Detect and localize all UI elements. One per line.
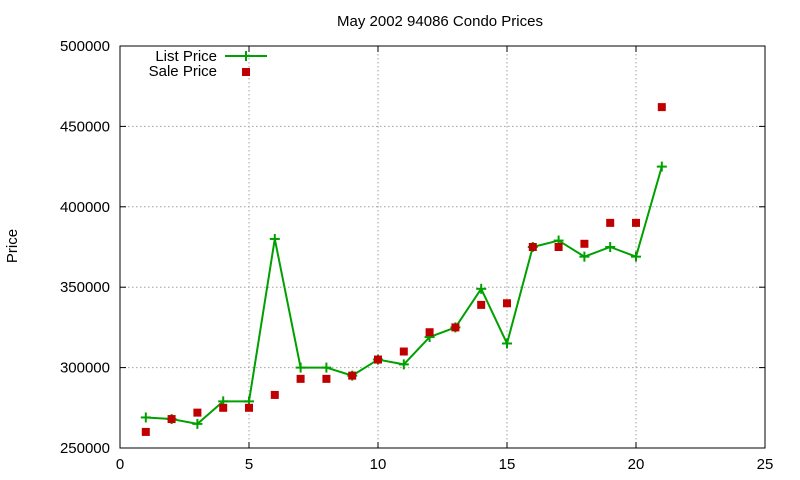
x-tick-label: 10	[370, 456, 387, 473]
data-series	[140, 103, 667, 436]
axes	[119, 45, 766, 449]
x-tick-label: 5	[245, 456, 253, 473]
list-price-point	[321, 362, 332, 373]
chart-title: May 2002 94086 Condo Prices	[337, 13, 543, 30]
sale-price-point	[451, 323, 460, 332]
y-tick-label: 250000	[60, 440, 110, 457]
list-price-point	[631, 251, 641, 262]
x-tick-label: 25	[757, 456, 774, 473]
list-price-point	[140, 412, 151, 423]
sale-price-point	[657, 103, 666, 112]
legend-sample-sale-price-marker	[242, 68, 250, 76]
sale-price-point	[632, 218, 640, 227]
sale-price-point	[167, 415, 176, 424]
sale-price-point	[554, 243, 563, 251]
list-price-point	[656, 161, 667, 172]
sale-price-point	[141, 427, 150, 436]
y-tick-label: 450000	[60, 118, 110, 135]
sale-price-point	[503, 299, 511, 308]
sale-price-point	[580, 239, 589, 248]
list-price-point	[605, 242, 616, 252]
y-tick-label: 500000	[60, 38, 110, 55]
sale-price-point	[193, 408, 202, 417]
sale-price-point	[399, 347, 408, 356]
sale-price-point	[477, 300, 486, 309]
legend-sample-list-price-marker	[241, 51, 251, 61]
x-tick-label: 0	[116, 456, 124, 473]
tick-labels: 0 5 10 15 20 25 250000 300000 350000 400000 450000…	[60, 38, 773, 473]
legend-label-list-price: List Price	[155, 48, 217, 65]
x-tick-label: 15	[499, 456, 516, 473]
list-price-point	[502, 338, 512, 349]
x-tick-label: 20	[628, 456, 645, 473]
grid-lines	[120, 46, 765, 448]
y-tick-label: 400000	[60, 199, 110, 216]
plot-border	[119, 45, 766, 449]
sale-price-point	[425, 328, 434, 337]
list-price-line	[145, 166, 663, 425]
legend: List Price Sale Price	[149, 48, 267, 80]
list-price-point	[295, 362, 306, 373]
list-price-point	[579, 251, 590, 262]
list-price-point	[398, 359, 409, 370]
sale-price-point	[374, 355, 382, 364]
sale-price-point	[270, 390, 279, 399]
y-axis-label: Price	[4, 229, 21, 263]
sale-price-point	[219, 403, 228, 412]
sale-price-point	[296, 374, 305, 383]
list-price-point	[192, 418, 203, 429]
sale-price-point	[322, 374, 331, 383]
list-price-point	[476, 283, 487, 294]
sale-price-point	[245, 403, 253, 412]
list-price-point	[269, 233, 280, 244]
sale-price-point	[528, 243, 537, 251]
y-tick-label: 350000	[60, 279, 110, 296]
y-tick-label: 300000	[60, 360, 110, 377]
sale-price-point	[606, 218, 615, 227]
sale-price-point	[348, 371, 357, 380]
legend-label-sale-price: Sale Price	[149, 63, 217, 80]
